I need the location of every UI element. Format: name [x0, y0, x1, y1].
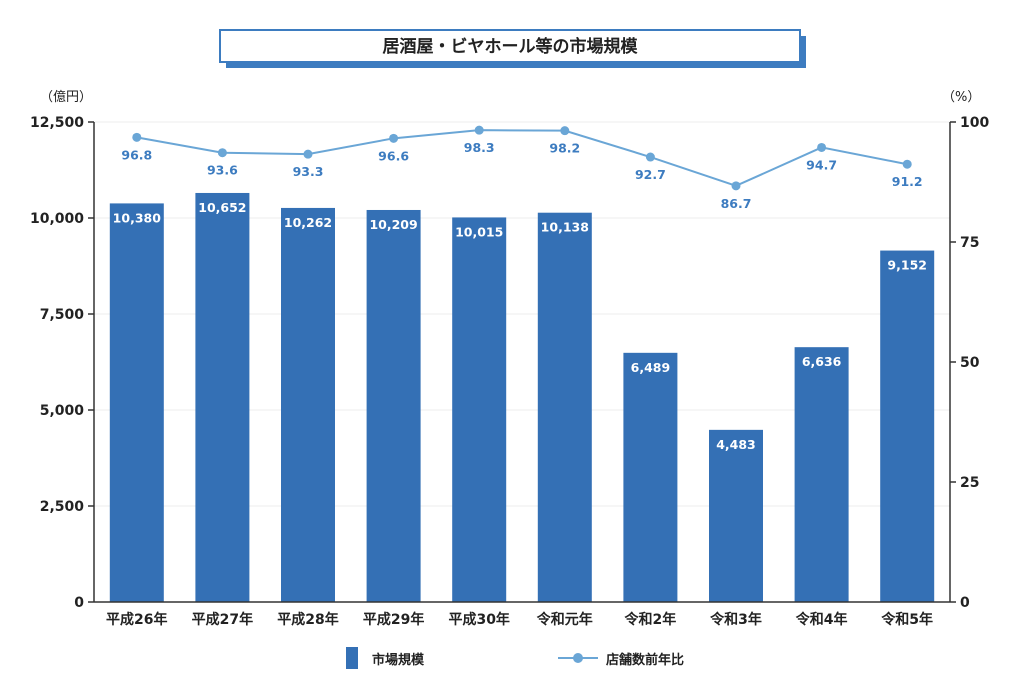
legend-bar-swatch — [346, 647, 358, 669]
left-tick-label: 10,000 — [30, 211, 84, 227]
right-tick-label: 75 — [960, 235, 979, 251]
line-value-label: 91.2 — [892, 174, 923, 189]
right-tick-label: 100 — [960, 115, 989, 131]
left-tick-label: 5,000 — [40, 403, 85, 419]
left-tick-label: 0 — [74, 595, 84, 611]
right-axis-ticks: 0 25 50 75 100 — [950, 115, 989, 611]
line-point — [474, 125, 484, 135]
category-label: 平成30年 — [448, 611, 509, 628]
bar-value-label: 10,209 — [369, 217, 417, 232]
bar-value-label: 6,636 — [802, 354, 842, 369]
left-axis-ticks: 0 2,500 5,000 7,500 10,000 12,500 — [30, 115, 94, 611]
bar — [366, 209, 421, 602]
bar — [623, 352, 678, 602]
line-path — [136, 129, 908, 187]
legend-bar-label: 市場規模 — [372, 652, 425, 668]
bar — [709, 429, 763, 602]
category-label: 令和5年 — [880, 611, 933, 628]
bar-series: 10,380 10,652 10,262 10,209 10,015 10,138 6,48… — [109, 192, 935, 602]
line-point — [817, 142, 827, 152]
bar-value-label: 9,152 — [887, 258, 927, 273]
left-axis-unit: （億円） — [40, 89, 92, 105]
bar — [195, 192, 250, 602]
right-tick-label: 50 — [960, 355, 980, 371]
line-point — [217, 148, 227, 158]
line-point — [902, 159, 912, 169]
bar — [880, 250, 935, 602]
line-value-label: 92.7 — [635, 167, 666, 182]
bar-value-label: 10,380 — [113, 210, 162, 225]
line-point — [731, 181, 741, 191]
bar-value-label: 10,138 — [541, 220, 589, 235]
title-frame — [219, 29, 801, 63]
bar-value-label: 6,489 — [631, 360, 671, 375]
left-tick-label: 7,500 — [40, 307, 85, 323]
bar-value-label: 4,483 — [716, 437, 756, 452]
legend: 市場規模 店舗数前年比 — [346, 647, 684, 669]
line-point — [303, 149, 313, 159]
line-value-label: 93.6 — [207, 163, 238, 178]
right-tick-label: 25 — [960, 475, 979, 491]
line-series: 96.8 93.6 93.3 96.6 98.3 98.2 92.7 86.7 94.7 91.2 — [121, 125, 923, 211]
category-label: 令和2年 — [624, 611, 677, 628]
line-value-label: 96.6 — [378, 148, 409, 163]
category-labels: 平成26年 平成27年 平成28年 平成29年 平成30年 令和元年 令和2年 令和3年 令和4… — [106, 611, 933, 628]
line-value-label: 86.7 — [721, 196, 752, 211]
line-value-label: 98.2 — [549, 141, 580, 156]
line-value-label: 98.3 — [464, 140, 495, 155]
chart-title: 居酒屋・ビヤホール等の市場規模 — [383, 36, 639, 57]
category-label: 令和4年 — [795, 611, 848, 628]
line-point — [389, 133, 399, 143]
left-tick-label: 12,500 — [30, 115, 84, 131]
bar — [537, 212, 592, 602]
bar-value-label: 10,652 — [198, 200, 246, 215]
line-value-label: 93.3 — [293, 164, 324, 179]
right-tick-label: 0 — [960, 595, 970, 611]
legend-line-label: 店舗数前年比 — [606, 652, 684, 668]
legend-line-marker — [573, 653, 583, 663]
category-label: 平成27年 — [192, 611, 253, 628]
right-axis-unit: （%） — [942, 90, 980, 105]
bar-value-label: 10,262 — [284, 215, 332, 230]
line-value-label: 96.8 — [121, 147, 152, 162]
line-point — [645, 152, 655, 162]
left-tick-label: 2,500 — [40, 499, 85, 515]
bar — [281, 207, 335, 602]
category-label: 令和元年 — [536, 611, 593, 628]
category-label: 令和3年 — [709, 611, 762, 628]
bar — [452, 217, 507, 602]
line-value-label: 94.7 — [806, 157, 837, 172]
bar-value-label: 10,015 — [455, 224, 503, 239]
category-label: 平成26年 — [106, 611, 167, 628]
bar — [109, 203, 164, 602]
bar — [794, 347, 849, 602]
chart-title-box: 居酒屋・ビヤホール等の市場規模 — [219, 29, 806, 68]
category-label: 平成29年 — [363, 611, 424, 628]
line-point — [132, 132, 142, 142]
category-label: 平成28年 — [277, 611, 338, 628]
line-point — [560, 126, 570, 136]
